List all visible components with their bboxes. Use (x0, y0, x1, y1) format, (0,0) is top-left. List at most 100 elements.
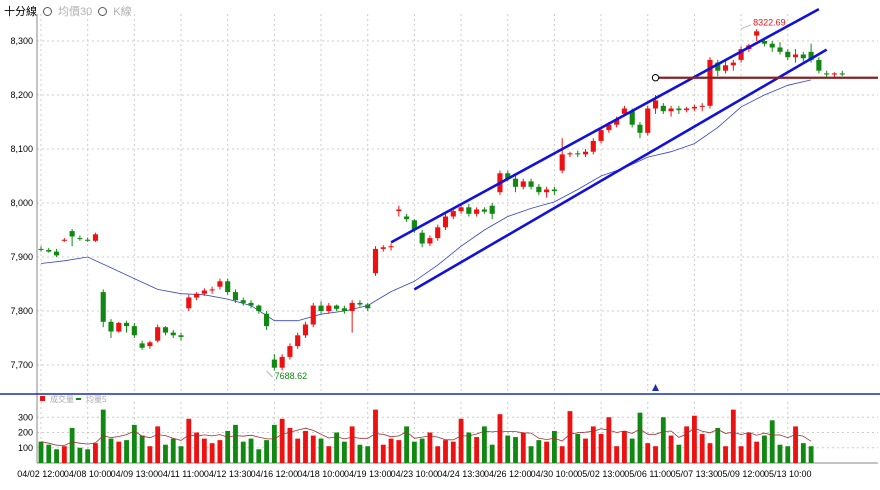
volume-bar (240, 441, 246, 463)
indicator-ma-label[interactable]: 均價30 (58, 6, 93, 18)
candle-body (100, 292, 106, 322)
candle-body (590, 140, 596, 152)
volume-bar (450, 441, 456, 463)
price-tick-label: 8,300 (10, 36, 33, 46)
x-tick-label: 05/07 13:30 (671, 469, 719, 479)
candle-body (645, 108, 651, 133)
candle-body (404, 216, 410, 220)
candle-body (427, 238, 433, 244)
candle-body (380, 247, 386, 249)
candle-body (699, 105, 705, 107)
volume-bar (660, 417, 666, 463)
indicator-kline-label[interactable]: K線 (113, 6, 132, 18)
volume-legend-label: 成交量 (50, 394, 74, 404)
candle-body (567, 153, 573, 155)
candle-body (606, 124, 612, 131)
candle-body (481, 209, 487, 212)
volume-bar (746, 432, 752, 463)
candle-body (730, 62, 736, 66)
candle-body (186, 297, 192, 309)
candle-body (388, 246, 394, 248)
candle-body (139, 343, 145, 348)
candle-body (684, 108, 690, 111)
high-value-label: 8322.69 (753, 18, 786, 28)
candle-body (396, 209, 402, 212)
x-tick-label: 04/12 13:30 (204, 469, 252, 479)
candle-body (559, 154, 565, 171)
volume-bar (505, 435, 511, 463)
candle-body (77, 238, 83, 240)
volume-bar (435, 446, 441, 463)
x-tick-label: 04/11 11:00 (158, 469, 204, 479)
volume-bar (248, 438, 254, 463)
indicator-toggle-icon[interactable] (43, 6, 52, 16)
volume-bar (808, 446, 814, 463)
candle-body (466, 207, 472, 214)
candle-body (326, 305, 332, 311)
volume-bar (163, 444, 168, 463)
volume-bar (201, 438, 207, 463)
candle-body (295, 335, 301, 347)
volume-bar (800, 443, 806, 463)
candle-body (598, 130, 604, 141)
price-tick-label: 8,100 (10, 144, 33, 154)
volume-bar (622, 430, 627, 463)
candle-body (575, 153, 581, 155)
volume-bar (544, 441, 550, 463)
volume-bar (116, 441, 122, 463)
volume-bar (762, 435, 767, 463)
volume-bar (443, 440, 448, 463)
volume-bar (373, 409, 378, 463)
low-pointer (266, 370, 273, 378)
candle-body (660, 105, 666, 112)
volume-bar (264, 440, 269, 463)
volume-bar (590, 426, 596, 463)
candle-body (474, 209, 480, 214)
candle-body (450, 211, 456, 217)
x-tick-label: 04/16 12:00 (251, 469, 299, 479)
price-tick-label: 8,000 (10, 198, 33, 208)
candle-body (691, 106, 697, 109)
candle-body (85, 239, 91, 241)
kline-toggle-icon[interactable] (98, 6, 108, 16)
x-tick-label: 04/19 13:00 (344, 469, 392, 479)
volume-bar (77, 447, 83, 463)
x-tick-label: 05/09 12:00 (717, 469, 765, 479)
x-tick-label: 04/09 13:00 (111, 469, 159, 479)
candle-body (785, 51, 791, 58)
volume-bar (46, 444, 52, 463)
volume-bar (575, 434, 581, 463)
candle-body (831, 73, 838, 75)
candle-body (69, 231, 75, 237)
volume-bar (785, 446, 791, 463)
volume-bar (606, 417, 612, 463)
candle-body (341, 308, 347, 311)
x-tick-label: 04/24 13:30 (437, 469, 485, 479)
upper-channel-line (390, 7, 820, 244)
volume-bar (668, 435, 674, 463)
volume-bar (38, 441, 44, 463)
candle-body (800, 54, 806, 59)
candle-body (170, 332, 176, 336)
candle-body (248, 302, 254, 306)
volume-bar (170, 438, 176, 463)
candle-body (738, 49, 744, 60)
candle-body (357, 302, 363, 305)
candle-body (271, 359, 277, 368)
x-tick-label: 04/08 10:00 (64, 469, 112, 479)
anchor-point-marker (651, 74, 660, 82)
candle-body (310, 305, 316, 325)
candle-body (839, 73, 845, 75)
candle-body (536, 186, 542, 193)
volume-bar (629, 438, 635, 463)
candle-body (777, 47, 783, 52)
price-tick-label: 8,200 (10, 90, 33, 100)
candle-body (769, 43, 775, 48)
candle-body (614, 119, 620, 125)
volume-bar (793, 426, 798, 463)
volume-bar (147, 446, 153, 463)
candle-body (61, 239, 67, 241)
candle-body (302, 324, 309, 336)
volume-bar (653, 446, 658, 463)
candle-body (124, 322, 130, 327)
